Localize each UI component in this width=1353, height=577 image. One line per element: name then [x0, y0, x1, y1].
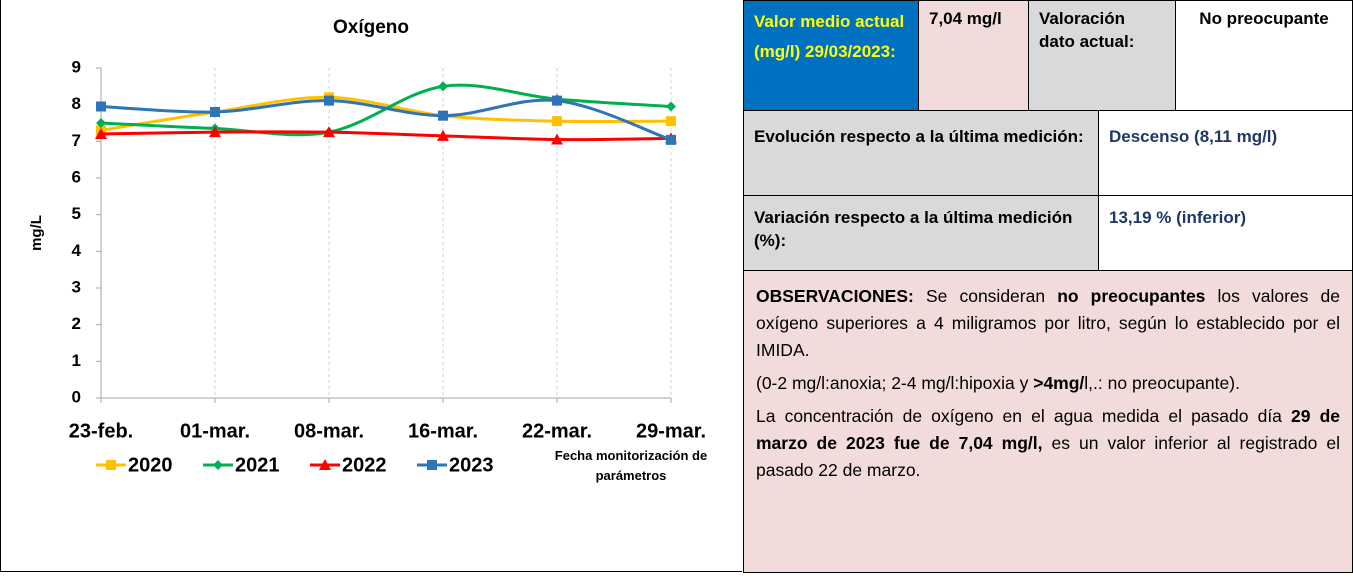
assessment-value: No preocupante — [1175, 0, 1353, 111]
current-value-label: Valor medio actual (mg/l) 29/03/2023: — [743, 0, 919, 111]
series-line — [100, 83, 672, 137]
data-point — [323, 126, 335, 138]
y-tick-label: 5 — [72, 204, 81, 223]
data-point — [209, 126, 221, 138]
y-tick-label: 0 — [72, 387, 81, 406]
legend-label: 2023 — [449, 454, 494, 476]
data-point — [210, 107, 220, 117]
x-axis-label: Fecha monitorización de parámetros — [554, 448, 708, 483]
data-point — [552, 116, 562, 127]
current-value: 7,04 mg/l — [918, 0, 1029, 111]
data-point — [438, 110, 448, 121]
y-tick-label: 2 — [72, 314, 81, 333]
data-point — [666, 116, 676, 127]
data-point — [552, 95, 562, 106]
data-point — [437, 129, 449, 141]
data-point — [95, 128, 107, 139]
x-tick-label: 22-mar. — [522, 420, 592, 442]
series-line — [100, 130, 672, 142]
text-run: OBSERVACIONES: — [756, 286, 914, 306]
observation-paragraph: La concentración de oxígeno en el agua m… — [756, 403, 1340, 484]
text-run: La concentración de oxígeno en el agua m… — [756, 406, 1292, 426]
data-point — [551, 133, 563, 145]
legend-label: 2021 — [235, 454, 280, 476]
y-tick-label: 4 — [72, 241, 82, 260]
observation-paragraph: OBSERVACIONES: Se consideran no preocupa… — [756, 283, 1340, 364]
legend-label: 2020 — [128, 454, 173, 476]
y-tick-label: 7 — [72, 131, 81, 150]
text-run: 29 de marzo de 2023 fue de 7,04 mg/l, — [756, 406, 1341, 453]
y-tick-label: 8 — [72, 94, 81, 113]
text-run: >4mg/ — [1033, 373, 1085, 393]
variation-label: Variación respecto a la última medición … — [743, 195, 1099, 271]
data-point — [324, 95, 334, 106]
y-tick-label: 1 — [72, 351, 81, 370]
legend-marker — [427, 460, 437, 470]
y-axis-label: mg/L — [28, 215, 45, 251]
series-line — [100, 95, 672, 132]
text-run: (0-2 mg/l:anoxia; 2-4 mg/l:hipoxia y — [756, 373, 1034, 393]
x-tick-label: 08-mar. — [294, 420, 364, 442]
data-point — [438, 81, 448, 92]
text-run: l,.: no preocupante). — [1084, 373, 1240, 393]
observation-paragraph: (0-2 mg/l:anoxia; 2-4 mg/l:hipoxia y >4m… — [756, 370, 1340, 397]
observations: OBSERVACIONES: Se consideran no preocupa… — [743, 270, 1353, 573]
y-tick-label: 6 — [72, 167, 81, 186]
legend-label: 2022 — [342, 454, 387, 476]
legend-marker — [106, 460, 116, 470]
series-line — [100, 98, 672, 142]
variation-value: 13,19 % (inferior) — [1098, 195, 1353, 271]
chart-title: Oxígeno — [333, 17, 409, 38]
x-tick-label: 29-mar. — [636, 420, 706, 442]
data-point — [96, 101, 106, 112]
y-tick-label: 9 — [72, 57, 81, 76]
text-run: no preocupantes — [1057, 286, 1206, 306]
data-point — [666, 101, 676, 112]
chart: Oxígeno mg/L 0 1 2 3 4 5 6 7 8 9 23-feb. 01-mar. 08-… — [28, 17, 706, 476]
evolution-label: Evolución respecto a la última medición: — [743, 110, 1099, 196]
x-tick-label: 23-feb. — [69, 420, 133, 442]
x-tick-label: 16-mar. — [408, 420, 478, 442]
x-tick-label: 01-mar. — [180, 420, 250, 442]
y-tick-label: 3 — [72, 277, 81, 296]
text-run: es un valor inferior al registrado el pa… — [756, 433, 1340, 480]
legend-marker — [213, 460, 223, 470]
assessment-label: Valoración dato actual: — [1028, 0, 1176, 111]
evolution-value: Descenso (8,11 mg/l) — [1098, 110, 1353, 196]
legend-marker — [319, 459, 331, 470]
text-run: los valores de oxígeno superiores a 4 mi… — [756, 286, 1340, 360]
data-point — [666, 134, 676, 145]
data-point — [96, 118, 106, 128]
text-run: Se consideran — [913, 286, 1058, 306]
chart-panel: Oxígeno mg/L 0 1 2 3 4 5 6 7 8 9 23-feb. 01-mar. 08-… — [0, 0, 742, 572]
